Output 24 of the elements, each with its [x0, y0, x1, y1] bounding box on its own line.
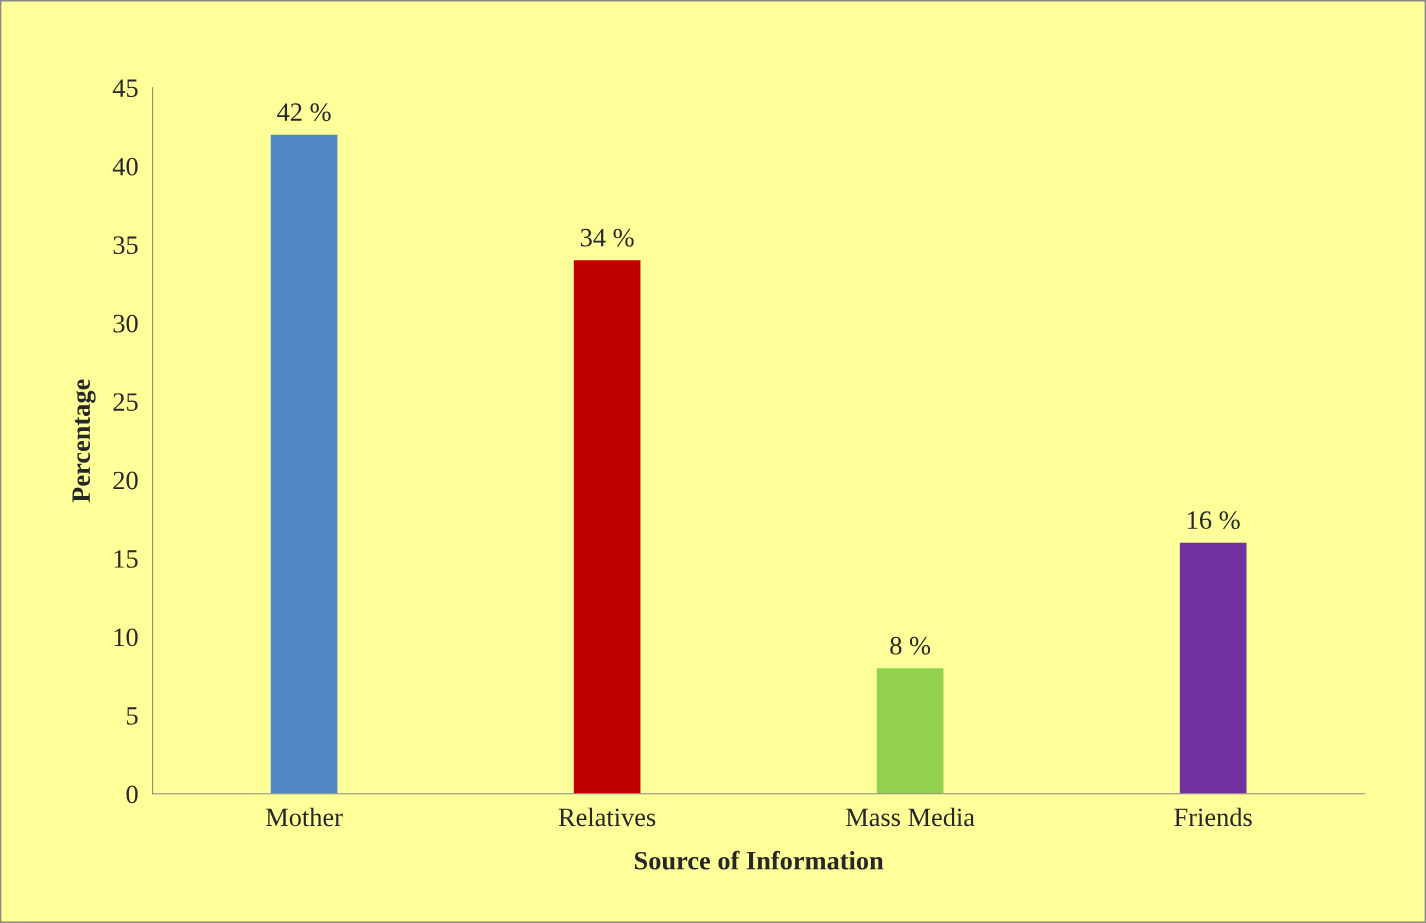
y-tick-label: 0: [126, 785, 138, 804]
bar: [573, 260, 641, 794]
x-tick-label: Friends: [1174, 807, 1252, 827]
y-tick-label: 20: [113, 471, 138, 490]
y-axis-title: Percentage: [72, 379, 96, 503]
y-tick-label: 10: [114, 628, 138, 647]
bar: [270, 134, 338, 794]
bar: [876, 668, 944, 794]
y-tick-label: 35: [113, 236, 138, 255]
y-tick-label: 25: [113, 393, 138, 411]
bar: [1179, 542, 1247, 794]
x-axis-title: Source of Information: [634, 850, 884, 870]
y-tick-label: 45: [112, 79, 138, 98]
x-tick-label: Mother: [266, 807, 343, 827]
data-label: 8 %: [890, 636, 931, 655]
y-tick-label: 40: [112, 157, 138, 176]
y-tick-label: 30: [113, 314, 138, 333]
data-label: 34 %: [580, 228, 634, 247]
y-tick-label: 15: [114, 550, 138, 568]
data-label: 16 %: [1188, 511, 1240, 530]
x-tick-label: Mass Media: [846, 807, 975, 827]
x-tick-label: Relatives: [558, 807, 656, 827]
y-tick-label: 5: [127, 707, 138, 725]
data-label: 42 %: [277, 103, 331, 122]
